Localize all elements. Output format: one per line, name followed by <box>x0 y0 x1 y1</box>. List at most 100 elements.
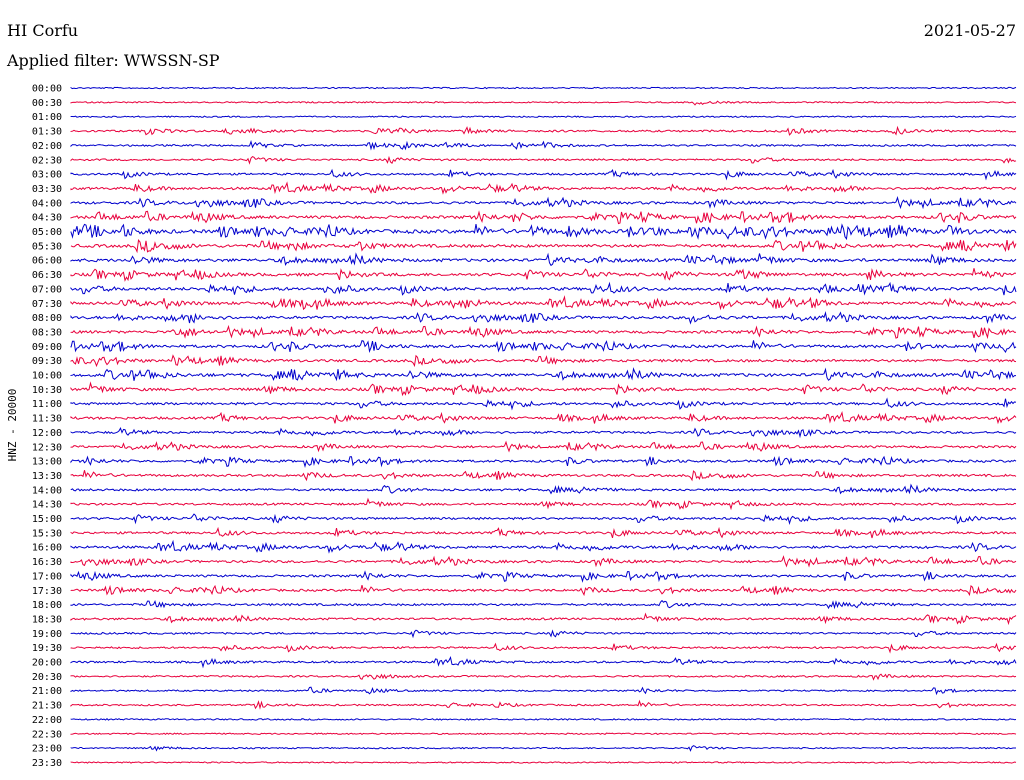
trace-line <box>70 570 1017 583</box>
trace-line <box>70 455 1017 469</box>
row-time-label: 09:30 <box>32 356 62 367</box>
row-time-label: 01:30 <box>32 127 62 138</box>
row-time-label: 01:00 <box>32 112 62 123</box>
trace-line <box>70 210 1017 225</box>
trace-line <box>70 354 1017 368</box>
row-time-label: 06:00 <box>32 256 62 267</box>
trace-line <box>70 397 1017 411</box>
row-time-label: 04:00 <box>32 198 62 209</box>
row-time-label: 12:30 <box>32 442 62 453</box>
row-time-label: 15:00 <box>32 514 62 525</box>
trace-line <box>70 281 1017 296</box>
row-time-label: 20:30 <box>32 672 62 683</box>
trace-line <box>70 367 1016 382</box>
trace-line <box>70 115 1017 118</box>
row-time-label: 22:30 <box>32 729 62 740</box>
trace-line <box>70 539 1017 554</box>
row-time-label: 14:00 <box>32 485 62 496</box>
row-time-label: 11:30 <box>32 414 62 425</box>
row-time-label: 08:30 <box>32 327 62 338</box>
trace-line <box>70 526 1017 539</box>
row-time-label: 09:00 <box>32 342 62 353</box>
row-time-label: 17:00 <box>32 571 62 582</box>
row-time-label: 10:00 <box>32 371 62 382</box>
trace-line <box>70 125 1017 136</box>
row-time-label: 19:30 <box>32 643 62 654</box>
date-label: 2021-05-27 <box>923 21 1016 40</box>
trace-line <box>70 470 1017 482</box>
trace-line <box>70 686 1017 696</box>
row-time-label: 05:00 <box>32 227 62 238</box>
row-time-label: 14:30 <box>32 500 62 511</box>
trace-line <box>70 339 1017 354</box>
trace-line <box>70 168 1017 181</box>
trace-line <box>70 223 1017 241</box>
row-time-label: 23:00 <box>32 744 62 755</box>
row-time-label: 23:30 <box>32 758 62 769</box>
row-time-label: 02:00 <box>32 141 62 152</box>
trace-line <box>70 642 1017 654</box>
row-time-label: 16:00 <box>32 543 62 554</box>
trace-line <box>70 100 1017 106</box>
trace-line <box>70 410 1017 425</box>
y-axis-label: HNZ - 20000 <box>6 389 19 462</box>
row-time-label: 22:00 <box>32 715 62 726</box>
trace-line <box>70 718 1017 721</box>
trace-line <box>70 86 1017 90</box>
trace-line <box>70 761 1017 764</box>
trace-line <box>70 699 1017 710</box>
row-time-label: 17:30 <box>32 586 62 597</box>
trace-line <box>70 426 1017 439</box>
trace-line <box>70 181 1017 195</box>
station-title: HI Corfu <box>7 21 79 40</box>
row-time-label: 16:30 <box>32 557 62 568</box>
row-time-label: 10:30 <box>32 385 62 396</box>
row-time-label: 19:00 <box>32 629 62 640</box>
trace-line <box>70 612 1017 626</box>
trace-line <box>70 440 1017 453</box>
row-time-label: 18:30 <box>32 614 62 625</box>
row-time-label: 05:30 <box>32 241 62 252</box>
trace-line <box>70 239 1017 254</box>
row-time-label: 03:00 <box>32 170 62 181</box>
trace-line <box>70 324 1017 340</box>
trace-line <box>70 311 1017 325</box>
trace-line <box>70 599 1017 610</box>
row-time-label: 21:30 <box>32 701 62 712</box>
trace-line <box>70 483 1017 495</box>
trace-line <box>70 381 1017 397</box>
row-time-label: 21:00 <box>32 686 62 697</box>
trace-line <box>70 268 1017 282</box>
row-time-label: 04:30 <box>32 213 62 224</box>
trace-line <box>70 196 1017 210</box>
trace-line <box>70 252 1017 267</box>
row-time-label: 20:00 <box>32 658 62 669</box>
trace-line <box>70 295 1017 311</box>
row-time-label: 00:30 <box>32 98 62 109</box>
trace-line <box>70 745 1016 752</box>
trace-line <box>70 673 1017 681</box>
trace-line <box>70 497 1017 511</box>
trace-line <box>70 140 1017 151</box>
trace-line <box>70 555 1017 568</box>
row-time-label: 18:00 <box>32 600 62 611</box>
row-time-label: 00:00 <box>32 84 62 95</box>
row-time-label: 03:30 <box>32 184 62 195</box>
y-axis-label-group: HNZ - 20000 <box>6 389 19 462</box>
trace-line <box>70 513 1017 525</box>
row-time-label: 11:00 <box>32 399 62 410</box>
trace-line <box>70 155 1017 165</box>
trace-line <box>70 629 1017 639</box>
trace-rows: 00:00 00:30 01:00 01:30 02:00 02:30 03:00 03:30… <box>32 84 1017 769</box>
row-time-label: 12:00 <box>32 428 62 439</box>
trace-line <box>70 656 1017 669</box>
row-time-label: 13:00 <box>32 457 62 468</box>
trace-line <box>70 584 1017 597</box>
row-time-label: 15:30 <box>32 528 62 539</box>
row-time-label: 02:30 <box>32 155 62 166</box>
row-time-label: 08:00 <box>32 313 62 324</box>
row-time-label: 13:30 <box>32 471 62 482</box>
trace-line <box>70 732 1017 736</box>
row-time-label: 07:00 <box>32 284 62 295</box>
